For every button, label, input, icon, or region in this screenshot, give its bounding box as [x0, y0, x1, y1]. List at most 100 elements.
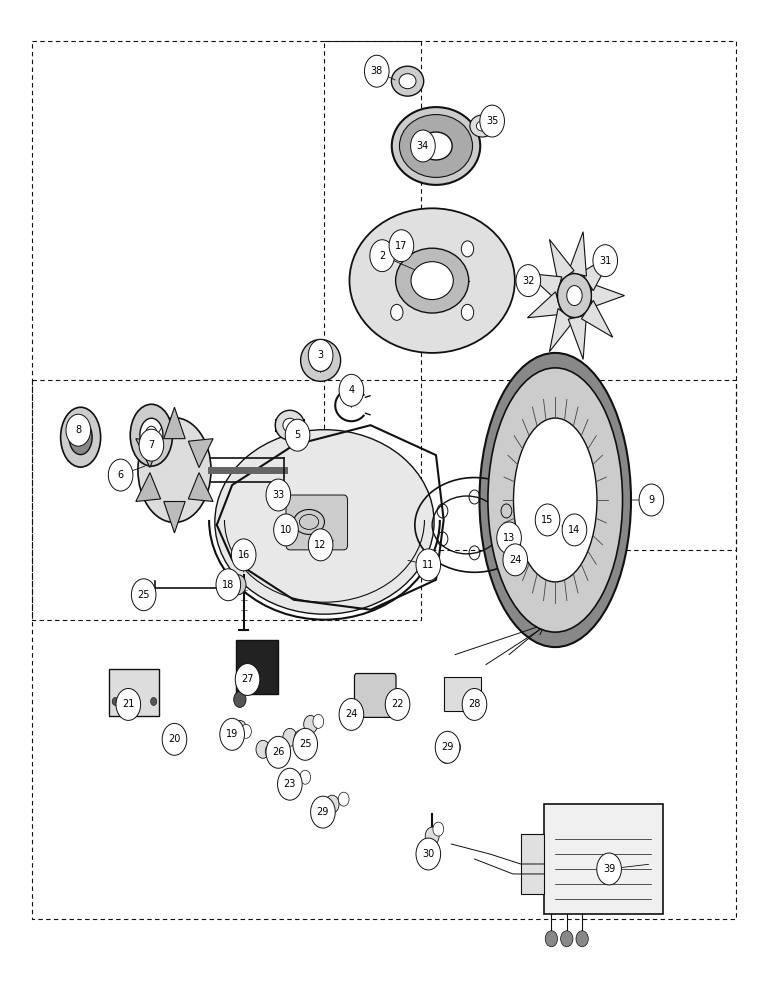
- FancyBboxPatch shape: [109, 669, 159, 716]
- Circle shape: [108, 459, 133, 491]
- Ellipse shape: [513, 418, 597, 582]
- Circle shape: [593, 245, 618, 277]
- Ellipse shape: [138, 418, 211, 522]
- Ellipse shape: [61, 407, 100, 467]
- Ellipse shape: [479, 353, 631, 647]
- Text: 35: 35: [486, 116, 499, 126]
- Text: 12: 12: [314, 540, 327, 550]
- Polygon shape: [164, 407, 185, 439]
- FancyBboxPatch shape: [543, 804, 663, 914]
- Text: 7: 7: [148, 440, 154, 450]
- Ellipse shape: [488, 368, 622, 632]
- Circle shape: [241, 724, 252, 738]
- Circle shape: [385, 688, 410, 720]
- Circle shape: [567, 286, 582, 306]
- Polygon shape: [188, 439, 213, 468]
- Text: 25: 25: [299, 739, 311, 749]
- Circle shape: [389, 230, 414, 262]
- Text: 23: 23: [283, 779, 296, 789]
- Ellipse shape: [470, 115, 494, 137]
- Text: 38: 38: [371, 66, 383, 76]
- Circle shape: [516, 265, 540, 297]
- Circle shape: [391, 241, 403, 257]
- Circle shape: [303, 715, 317, 733]
- Polygon shape: [164, 502, 185, 533]
- Circle shape: [112, 697, 118, 705]
- Text: 4: 4: [348, 385, 354, 395]
- Circle shape: [294, 730, 305, 744]
- Circle shape: [462, 688, 487, 720]
- Circle shape: [286, 775, 300, 793]
- Circle shape: [293, 728, 317, 760]
- Text: 13: 13: [503, 533, 515, 543]
- Polygon shape: [581, 254, 613, 291]
- Circle shape: [131, 579, 156, 611]
- Circle shape: [545, 931, 557, 947]
- Polygon shape: [568, 315, 587, 359]
- Text: 2: 2: [379, 251, 385, 261]
- Circle shape: [370, 240, 394, 272]
- Text: 6: 6: [117, 470, 124, 480]
- Text: 22: 22: [391, 699, 404, 709]
- Ellipse shape: [75, 429, 86, 445]
- Circle shape: [151, 697, 157, 705]
- Ellipse shape: [411, 262, 453, 300]
- Circle shape: [560, 931, 573, 947]
- Ellipse shape: [276, 410, 304, 440]
- Ellipse shape: [145, 426, 157, 444]
- Text: 21: 21: [122, 699, 134, 709]
- Ellipse shape: [300, 339, 340, 381]
- Circle shape: [462, 304, 474, 320]
- Circle shape: [66, 414, 90, 446]
- Circle shape: [278, 768, 302, 800]
- Ellipse shape: [420, 132, 452, 160]
- Circle shape: [339, 698, 364, 730]
- Text: 20: 20: [168, 734, 181, 744]
- Text: 29: 29: [317, 807, 329, 817]
- Circle shape: [391, 304, 403, 320]
- Polygon shape: [581, 300, 613, 337]
- Circle shape: [266, 744, 276, 758]
- Ellipse shape: [283, 418, 296, 432]
- Circle shape: [338, 792, 349, 806]
- Ellipse shape: [476, 121, 488, 131]
- Text: 24: 24: [509, 555, 521, 565]
- Text: 18: 18: [222, 580, 235, 590]
- Ellipse shape: [310, 349, 331, 371]
- Circle shape: [162, 723, 187, 755]
- FancyBboxPatch shape: [286, 495, 347, 550]
- Text: 16: 16: [238, 550, 250, 560]
- Circle shape: [276, 491, 284, 503]
- Circle shape: [232, 539, 256, 571]
- FancyBboxPatch shape: [354, 674, 396, 717]
- Circle shape: [435, 731, 460, 763]
- Circle shape: [231, 575, 246, 595]
- FancyBboxPatch shape: [236, 640, 279, 694]
- Text: 26: 26: [272, 747, 285, 757]
- Circle shape: [416, 838, 441, 870]
- Circle shape: [364, 55, 389, 87]
- Ellipse shape: [395, 248, 469, 313]
- Text: 27: 27: [242, 675, 254, 685]
- Ellipse shape: [399, 115, 472, 177]
- Circle shape: [266, 736, 290, 768]
- Circle shape: [285, 419, 310, 451]
- Circle shape: [450, 740, 461, 754]
- FancyBboxPatch shape: [444, 677, 481, 711]
- Circle shape: [535, 504, 560, 536]
- Ellipse shape: [350, 208, 515, 353]
- Text: 33: 33: [273, 490, 284, 500]
- Circle shape: [300, 770, 310, 784]
- Polygon shape: [527, 292, 562, 318]
- Circle shape: [503, 544, 527, 576]
- Text: 28: 28: [469, 699, 481, 709]
- Circle shape: [496, 522, 521, 554]
- Text: 17: 17: [395, 241, 408, 251]
- Text: 8: 8: [75, 425, 81, 435]
- Text: 9: 9: [648, 495, 655, 505]
- Text: 34: 34: [417, 141, 429, 151]
- Polygon shape: [136, 439, 161, 468]
- Text: 39: 39: [603, 864, 615, 874]
- Text: 25: 25: [137, 590, 150, 600]
- Circle shape: [597, 853, 621, 885]
